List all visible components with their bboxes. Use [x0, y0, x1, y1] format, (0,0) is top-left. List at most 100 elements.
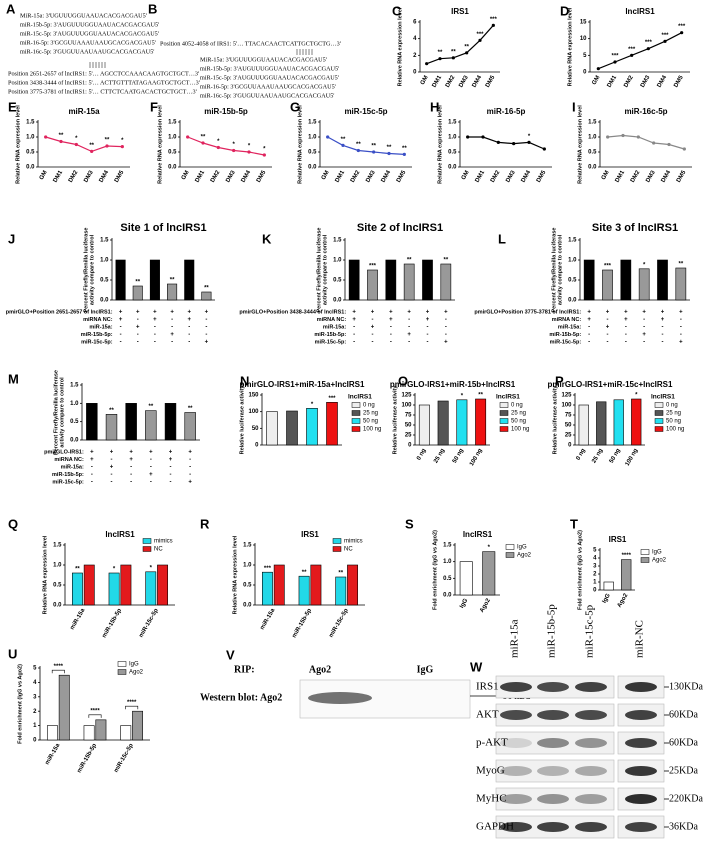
condition-sign: + — [642, 310, 646, 316]
significance: ** — [204, 286, 209, 292]
bar — [132, 285, 143, 301]
legend-label: 50 ng — [363, 419, 378, 425]
blot-band — [537, 766, 569, 776]
point — [527, 140, 531, 144]
bar — [631, 398, 642, 446]
x-tick-label: DM4 — [241, 169, 253, 184]
y-tick-label: 1.0 — [443, 559, 452, 565]
y-tick-label: 3 — [593, 564, 597, 570]
blot-band — [575, 682, 607, 692]
condition-sign: + — [129, 457, 133, 463]
x-tick-label: 50 ng — [609, 447, 622, 464]
significance: *** — [628, 47, 636, 53]
x-tick-label: DM1 — [607, 74, 619, 89]
x-tick-label: DM4 — [521, 169, 533, 184]
condition-sign: - — [662, 325, 664, 331]
lane-label: miR-15a — [509, 619, 521, 658]
condition-sign: + — [153, 317, 157, 323]
x-tick-label: 25 ng — [591, 447, 604, 464]
condition-sign: - — [137, 340, 139, 346]
condition-sign: - — [111, 472, 113, 478]
condition-sign: + — [169, 457, 173, 463]
y-tick-label: 1.0 — [568, 258, 577, 264]
condition-sign: + — [187, 317, 191, 323]
legend-label: Ago2 — [129, 670, 144, 676]
y-tick-label: 0.5 — [53, 583, 62, 589]
bar — [125, 403, 137, 441]
condition-sign: + — [444, 340, 448, 346]
y-tick-label: 50 — [252, 426, 259, 432]
y-tick-label: 1.5 — [588, 120, 597, 126]
point — [621, 133, 625, 138]
significance: ** — [356, 142, 361, 148]
condition-sign: - — [111, 457, 113, 463]
y-tick-label: 1.0 — [243, 563, 252, 569]
x-tick-label: IgG — [459, 598, 469, 610]
chart-title: miR-15b-5p — [204, 107, 248, 116]
sequence: miR-16c-5p: 3'GUGUUAAUAAUGCACGACGAU5' — [20, 48, 154, 55]
blot-band — [575, 794, 607, 804]
panel-letter: K — [262, 231, 272, 246]
point — [262, 153, 266, 157]
significance: ** — [302, 570, 307, 576]
bar — [326, 402, 338, 446]
condition-sign: + — [188, 450, 192, 456]
condition-sign: - — [120, 332, 122, 338]
blot-band — [575, 738, 607, 748]
legend-label: 25 ng — [363, 411, 378, 417]
point — [59, 139, 63, 144]
condition-sign: - — [91, 472, 93, 478]
y-tick-label: 50 — [405, 423, 412, 429]
condition-sign: - — [643, 325, 645, 331]
y-axis-label: Percent Firefly/Renilla luciferase — [316, 228, 322, 313]
point — [201, 141, 205, 145]
y-axis-label: Relative RNA expression level — [232, 535, 238, 614]
y-axis-label: Relative RNA expression level — [297, 105, 303, 184]
legend-swatch — [332, 546, 342, 552]
protein-label: IRS1 — [476, 681, 499, 693]
y-tick-label: 1.0 — [448, 135, 457, 141]
x-tick-label: DM4 — [657, 74, 669, 89]
condition-sign: + — [624, 317, 628, 323]
blot-band — [537, 794, 569, 804]
blot-band — [500, 682, 532, 692]
panel-letter: F — [150, 99, 158, 114]
y-tick-label: 125 — [561, 393, 572, 399]
condition-sign: - — [171, 340, 173, 346]
condition-sign: + — [136, 310, 140, 316]
bar — [201, 291, 212, 301]
condition-sign: + — [389, 310, 393, 316]
condition-sign: - — [130, 465, 132, 471]
condition-sign: - — [607, 332, 609, 338]
y-tick-label: 1.5 — [333, 238, 342, 244]
y-tick-label: 0.0 — [168, 165, 177, 171]
significance: * — [635, 393, 638, 399]
protein-label: MyoG — [476, 765, 505, 777]
size-label: 130KDa — [669, 681, 703, 692]
line — [426, 24, 494, 65]
x-tick-label: DM2 — [630, 169, 642, 184]
y-axis-label: activity compare to control — [59, 377, 65, 448]
point — [90, 149, 94, 153]
y-tick-label: 0.0 — [70, 438, 79, 444]
point — [680, 31, 684, 35]
significance: * — [461, 393, 464, 399]
condition-sign: + — [119, 317, 123, 323]
legend-swatch — [505, 544, 515, 550]
x-tick-label: DM1 — [195, 169, 207, 184]
legend-swatch — [654, 402, 664, 408]
condition-sign: - — [427, 325, 429, 331]
blot-band — [625, 710, 657, 720]
condition-sign: - — [205, 325, 207, 331]
significance: *** — [661, 33, 669, 39]
condition-sign: + — [153, 310, 157, 316]
y-tick-label: 1.5 — [448, 120, 457, 126]
y-tick-label: 0.0 — [26, 165, 35, 171]
bar — [348, 259, 360, 301]
chart-title: pmirGLO-IRS1+miR-15b+lncIRS1 — [390, 380, 516, 389]
blot-band — [500, 822, 532, 832]
chart-title: pmirGLO-IRS1+miR-15a+lncIRS1 — [240, 380, 365, 389]
blot-band — [575, 710, 607, 720]
x-tick-label: Ago2 — [617, 592, 630, 609]
legend-swatch — [117, 669, 127, 675]
